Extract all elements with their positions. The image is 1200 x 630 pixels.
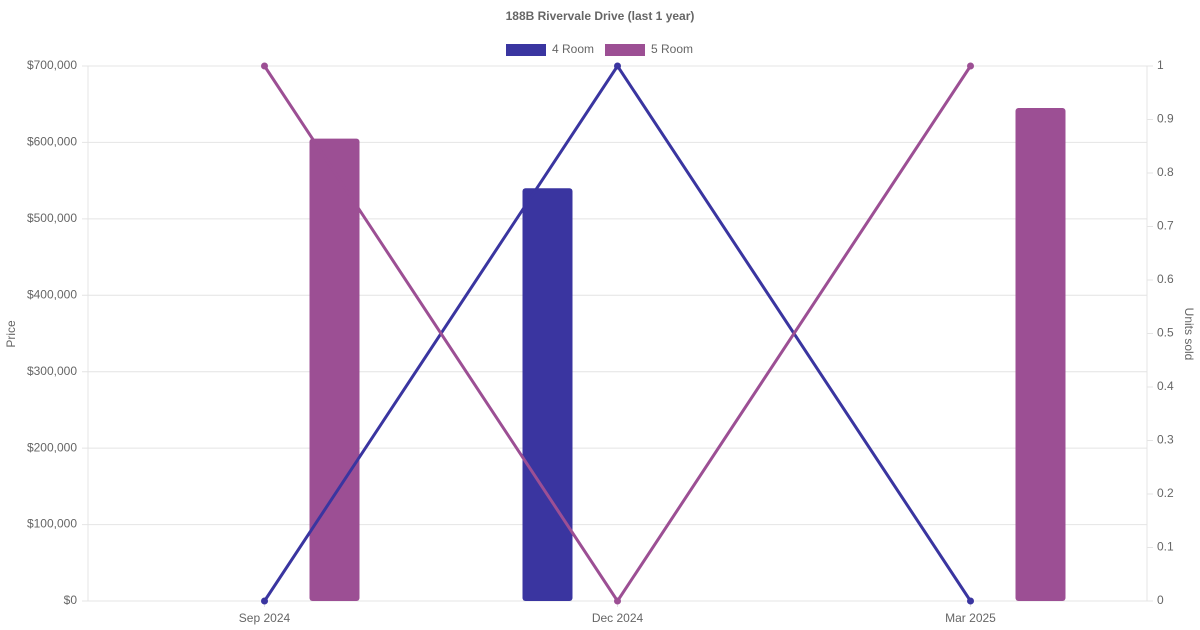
bar xyxy=(309,138,360,601)
point xyxy=(261,597,268,605)
point xyxy=(261,62,268,70)
y-tick-label: $200,000 xyxy=(27,440,77,454)
y2-tick-label: 1 xyxy=(1157,58,1164,72)
bar xyxy=(1015,108,1066,602)
legend-swatch xyxy=(605,44,645,56)
y-tick-label: $600,000 xyxy=(27,135,77,149)
y-tick-label: $0 xyxy=(64,593,78,607)
y2-tick-label: 0.8 xyxy=(1157,165,1174,179)
y2-tick-label: 0 xyxy=(1157,593,1164,607)
chart-title: 188B Rivervale Drive (last 1 year) xyxy=(506,9,695,23)
x-tick-label: Mar 2025 xyxy=(945,611,996,625)
y2-tick-label: 0.9 xyxy=(1157,112,1174,126)
point xyxy=(967,597,974,605)
x-tick-label: Sep 2024 xyxy=(239,611,291,625)
legend-swatch xyxy=(506,44,546,56)
y-tick-label: $100,000 xyxy=(27,517,77,531)
y2-tick-label: 0.4 xyxy=(1157,379,1174,393)
y2-axis-title: Units sold xyxy=(1182,308,1196,361)
legend-label: 5 Room xyxy=(651,42,693,56)
y2-tick-label: 0.2 xyxy=(1157,486,1174,500)
y2-tick-label: 0.3 xyxy=(1157,433,1174,447)
y-tick-label: $400,000 xyxy=(27,287,77,301)
bar xyxy=(522,188,573,602)
point xyxy=(614,62,621,70)
y-tick-label: $700,000 xyxy=(27,58,77,72)
point xyxy=(614,597,621,605)
x-tick-label: Dec 2024 xyxy=(592,611,644,625)
y2-tick-label: 0.7 xyxy=(1157,219,1174,233)
point xyxy=(967,62,974,70)
y-axis-title: Price xyxy=(4,320,18,348)
line xyxy=(263,63,972,602)
y2-tick-label: 0.1 xyxy=(1157,540,1174,554)
y-tick-label: $300,000 xyxy=(27,364,77,378)
y2-tick-label: 0.5 xyxy=(1157,326,1174,340)
y-tick-label: $500,000 xyxy=(27,211,77,225)
y2-tick-label: 0.6 xyxy=(1157,272,1174,286)
line xyxy=(263,65,972,604)
legend-label: 4 Room xyxy=(552,42,594,56)
